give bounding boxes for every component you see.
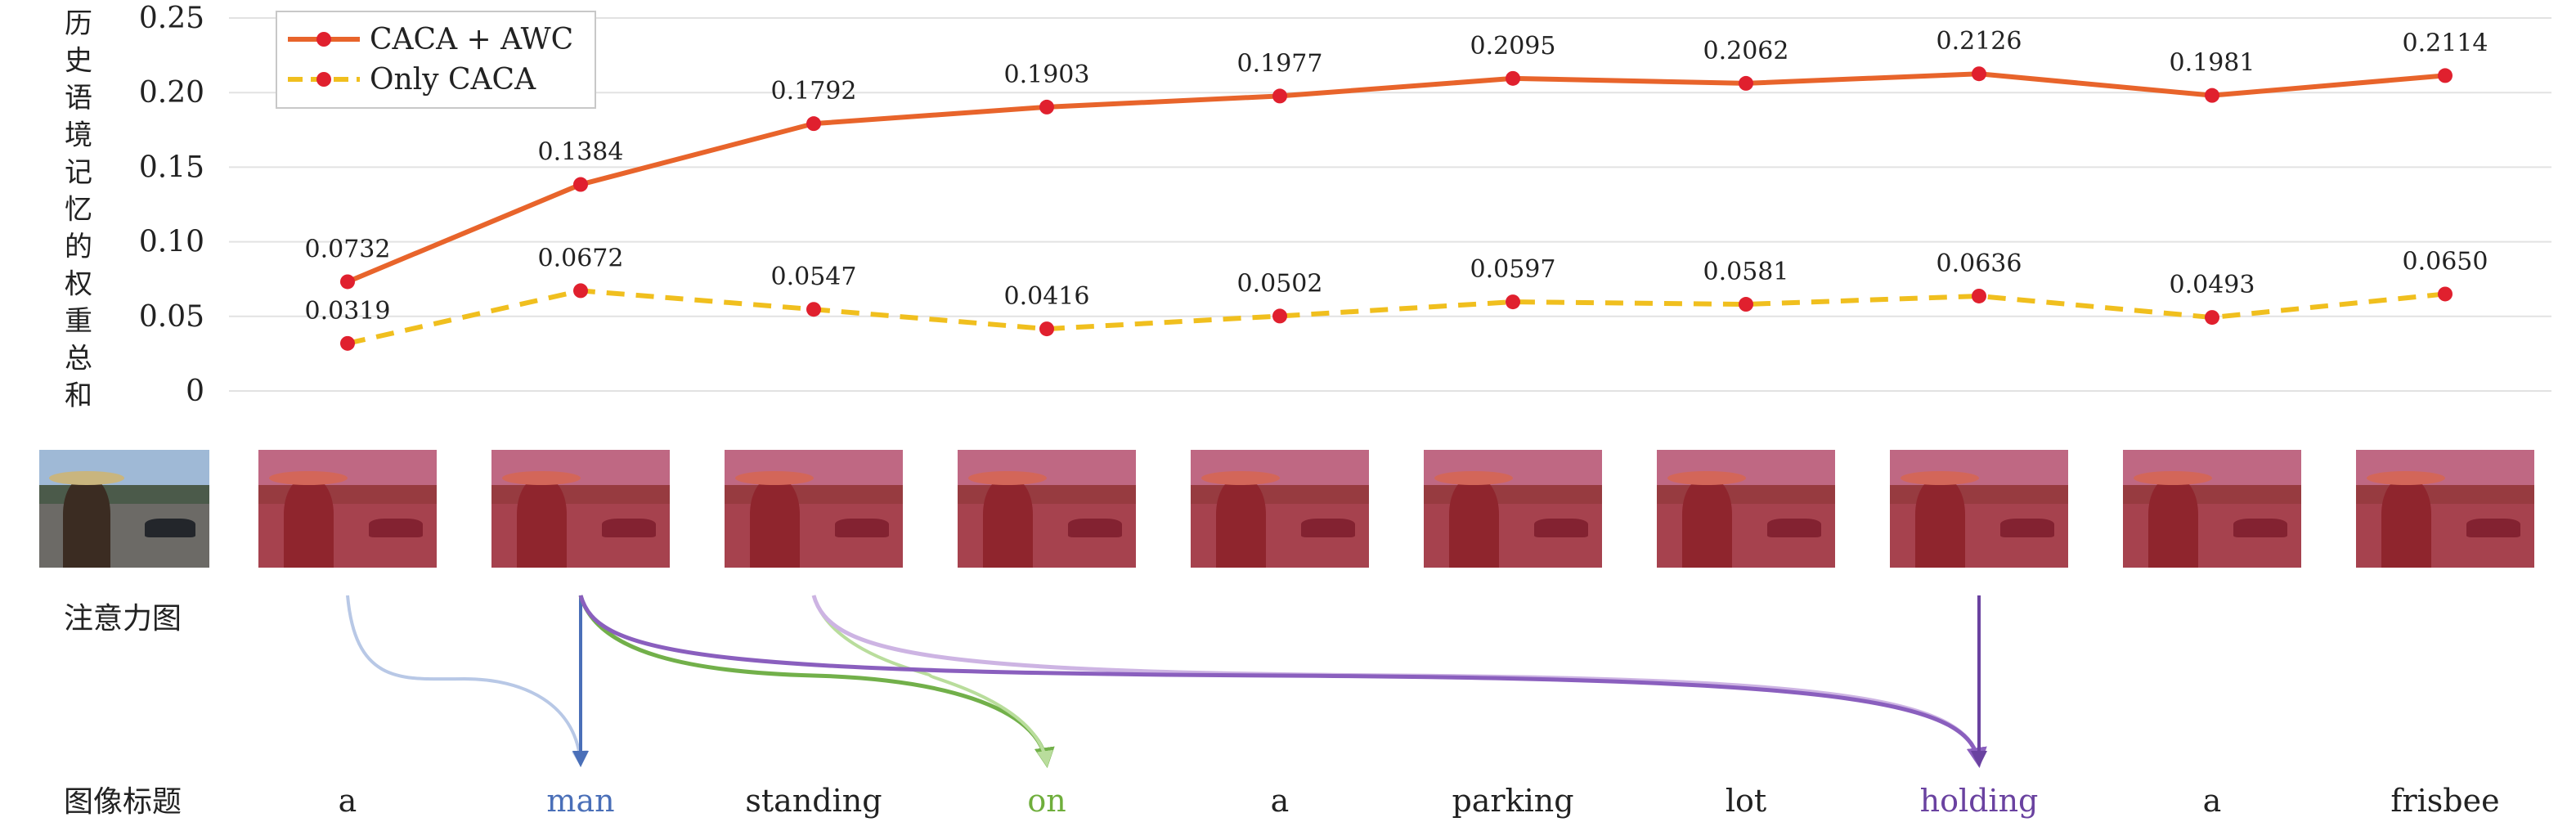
attention-arrows xyxy=(346,595,1987,768)
attention-arrow xyxy=(811,595,1987,768)
series-2-point xyxy=(1272,308,1287,324)
attention-map-thumbnail xyxy=(1890,450,2068,568)
series-1-data-label: 0.2062 xyxy=(1703,37,1789,65)
series-2-data-label: 0.0650 xyxy=(2403,247,2488,276)
legend-swatch-marker-series-2 xyxy=(316,72,331,87)
series-1-point xyxy=(1272,88,1287,104)
legend-swatch-marker-series-1 xyxy=(316,32,331,47)
attention-map-thumbnail xyxy=(958,450,1136,568)
series-lines xyxy=(346,71,2446,346)
caption-row-label: 图像标题 xyxy=(64,785,182,819)
series-2-point xyxy=(1506,294,1520,310)
attention-map-thumbnail xyxy=(2356,450,2534,568)
legend-label-series-2: Only CACA xyxy=(370,63,536,97)
caption-word: lot xyxy=(1726,783,1766,819)
series-data-labels: 0.0732 0.1384 0.1792 0.1903 0.1977 0.2095 0.20… xyxy=(305,27,2488,326)
series-2-data-label: 0.0416 xyxy=(1004,282,1090,311)
series-2-point xyxy=(1972,288,1986,303)
attention-arrow xyxy=(812,595,1053,767)
series-2-data-label: 0.0493 xyxy=(2170,271,2255,299)
series-2-data-label: 0.0672 xyxy=(538,244,624,272)
series-2-point xyxy=(573,283,588,299)
series-1-data-label: 0.1384 xyxy=(538,138,624,167)
attention-arrow xyxy=(578,595,1055,768)
caption-word: frisbee xyxy=(2390,783,2499,819)
series-2-data-label: 0.0581 xyxy=(1703,258,1789,286)
attention-map-thumbnail xyxy=(725,450,903,568)
series-2-point xyxy=(1739,297,1753,312)
y-tick-label: 0.15 xyxy=(139,150,204,184)
attention-arrow xyxy=(346,595,588,767)
series-2-point xyxy=(2205,310,2219,326)
series-1-data-label: 0.1792 xyxy=(771,77,857,106)
attention-map-thumbnail xyxy=(1424,450,1602,568)
y-tick-label: 0.20 xyxy=(139,76,204,110)
series-1-point xyxy=(806,116,821,132)
y-tick-labels: 0 0.05 0.10 0.15 0.20 0.25 xyxy=(139,2,204,408)
series-line-1 xyxy=(346,71,2446,285)
series-1-data-label: 0.2114 xyxy=(2403,29,2488,57)
legend-box xyxy=(276,11,596,109)
series-1-point xyxy=(2438,68,2453,83)
series-1-point xyxy=(573,177,588,192)
attention-arrow xyxy=(578,595,1987,768)
series-1-data-label: 0.0732 xyxy=(305,235,391,263)
series-1-data-label: 0.1903 xyxy=(1004,61,1090,89)
y-tick-label: 0 xyxy=(186,375,204,408)
caption-word: standing xyxy=(745,783,882,819)
series-1-point xyxy=(1739,75,1753,91)
attention-row-label: 注意力图 xyxy=(64,602,182,636)
series-2-data-label: 0.0597 xyxy=(1470,255,1556,284)
attention-map-thumbnail xyxy=(491,450,670,568)
original-image-thumbnail xyxy=(39,450,209,568)
series-2-data-label: 0.0636 xyxy=(1936,249,2022,278)
y-tick-label: 0.05 xyxy=(139,300,204,334)
series-2-point xyxy=(2438,286,2453,302)
caption-word: parking xyxy=(1452,783,1573,819)
series-2-point xyxy=(1039,321,1054,337)
series-2-data-label: 0.0319 xyxy=(305,297,391,326)
series-2-data-label: 0.0502 xyxy=(1237,269,1323,298)
caption-word: man xyxy=(546,783,614,819)
series-1-point xyxy=(340,274,355,290)
series-1-point xyxy=(1506,70,1520,86)
series-2-point xyxy=(340,335,355,351)
series-points xyxy=(340,66,2453,351)
attention-map-thumbnail xyxy=(2123,450,2301,568)
caption-words: a man standing on a parking lot holding a frisbee xyxy=(339,783,2500,819)
series-2-point xyxy=(806,302,821,317)
caption-word: a xyxy=(1271,783,1290,819)
series-1-point xyxy=(1972,66,1986,82)
series-1-data-label: 0.1981 xyxy=(2170,49,2255,78)
caption-word: on xyxy=(1027,783,1066,819)
attention-map-thumbnail xyxy=(1191,450,1369,568)
series-line-2 xyxy=(347,288,2446,346)
caption-word: holding xyxy=(1920,783,2039,819)
series-1-data-label: 0.2095 xyxy=(1470,32,1556,61)
legend-label-series-1: CACA + AWC xyxy=(370,23,573,56)
attention-map-thumbnail xyxy=(258,450,437,568)
legend: CACA + AWC Only CACA xyxy=(276,11,596,109)
series-1-data-label: 0.2126 xyxy=(1936,27,2022,56)
caption-word: a xyxy=(2203,783,2222,819)
y-axis-label: 历史语境记忆的权重总和 xyxy=(65,7,92,412)
series-1-data-label: 0.1977 xyxy=(1237,49,1323,78)
y-tick-label: 0.10 xyxy=(139,226,204,259)
series-1-point xyxy=(1039,99,1054,115)
caption-word: a xyxy=(339,783,357,819)
chart-gridlines xyxy=(229,17,2551,392)
y-tick-label: 0.25 xyxy=(139,2,204,35)
series-1-point xyxy=(2205,88,2219,103)
series-2-data-label: 0.0547 xyxy=(771,263,857,291)
attention-map-thumbnail xyxy=(1657,450,1835,568)
